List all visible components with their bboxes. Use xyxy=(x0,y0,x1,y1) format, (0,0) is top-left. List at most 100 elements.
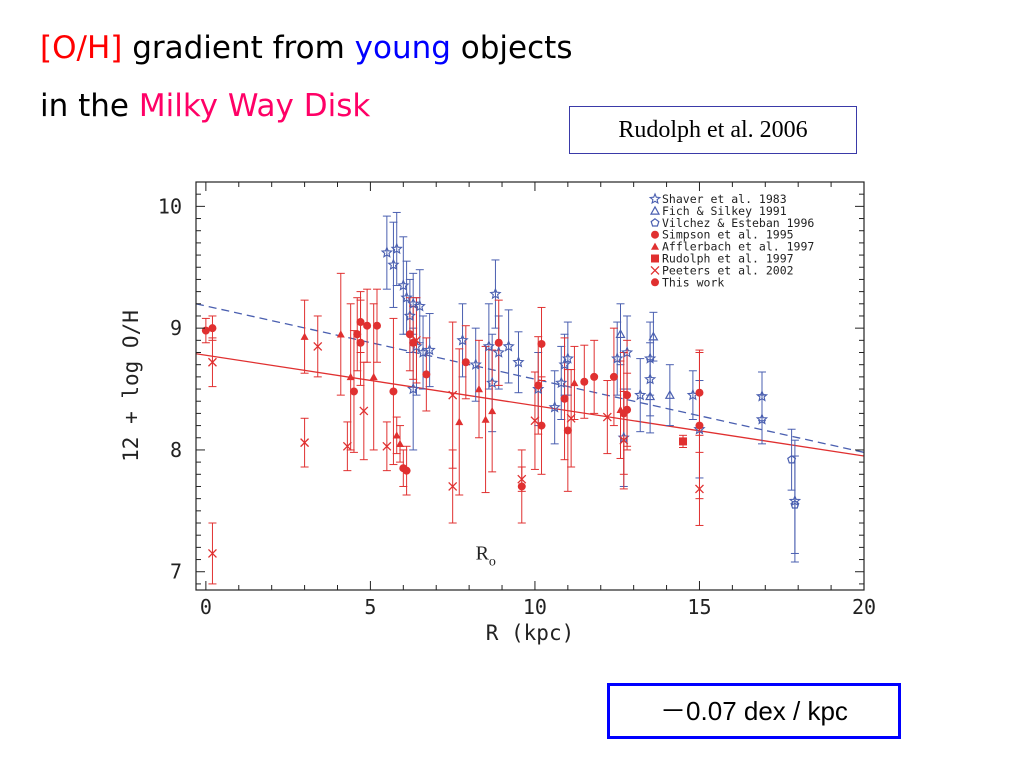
blue-data-point xyxy=(482,339,495,352)
slope-value-box: －0.07 dex / kpc xyxy=(607,683,901,739)
red-fit-line xyxy=(196,353,864,457)
blue-data-point xyxy=(502,339,515,352)
red-data-point xyxy=(402,466,411,475)
blue-data-point xyxy=(407,297,420,309)
red-data-point xyxy=(422,370,431,379)
red-data-point xyxy=(313,341,323,351)
blue-data-point xyxy=(634,388,647,401)
red-data-point xyxy=(494,338,503,347)
red-data-point xyxy=(560,394,569,403)
red-data-point xyxy=(412,335,421,345)
legend-marker xyxy=(651,242,659,250)
data-markers xyxy=(201,242,802,558)
red-data-point xyxy=(208,324,217,333)
red-data-point xyxy=(336,330,345,338)
legend-marker xyxy=(649,205,661,215)
red-data-point xyxy=(363,321,372,330)
red-data-point xyxy=(566,413,576,423)
title-milky-way-disk: Milky Way Disk xyxy=(138,88,371,124)
x-tick-label: 5 xyxy=(364,595,376,619)
red-data-point xyxy=(356,318,365,327)
title-objects: objects xyxy=(450,30,573,66)
red-data-point xyxy=(207,357,217,367)
x-tick-label: 10 xyxy=(523,595,547,619)
blue-data-point xyxy=(532,382,545,395)
blue-data-point xyxy=(620,346,634,358)
blue-data-point xyxy=(397,279,410,291)
x-tick-label: 20 xyxy=(852,595,876,619)
red-data-point xyxy=(461,358,470,367)
title-young: young xyxy=(354,30,451,66)
red-data-point xyxy=(679,437,688,446)
red-data-point xyxy=(353,330,362,339)
red-data-point xyxy=(602,412,612,422)
blue-data-point xyxy=(548,400,561,413)
title-in-the: in the xyxy=(40,88,139,124)
legend-label: Vilchez & Esteban 1996 xyxy=(662,216,814,230)
red-data-point xyxy=(389,387,398,396)
plot-frame xyxy=(195,181,865,591)
red-data-point xyxy=(623,405,632,414)
blue-data-point xyxy=(788,494,802,507)
red-data-point xyxy=(537,421,546,430)
red-data-point xyxy=(517,482,526,491)
red-data-point xyxy=(448,482,458,491)
red-data-point xyxy=(570,378,579,387)
x-tick-label: 0 xyxy=(200,595,212,619)
red-data-point xyxy=(537,339,546,348)
red-data-point xyxy=(342,441,352,451)
blue-data-point xyxy=(644,352,657,364)
red-data-point xyxy=(372,321,381,330)
x-axis-label: R (kpc) xyxy=(486,621,575,645)
y-tick-label: 9 xyxy=(170,316,182,340)
red-data-point xyxy=(382,441,392,451)
axis-ticks: 0 5 10 15 20 7 8 9 10 xyxy=(158,181,876,619)
legend-label: Simpson et al. 1995 xyxy=(662,228,794,242)
red-data-point xyxy=(481,415,490,423)
solar-radius-annotation: Ro xyxy=(476,543,496,570)
legend-marker xyxy=(648,192,662,205)
red-data-point xyxy=(346,372,355,381)
legend-marker xyxy=(650,218,660,227)
legend-label: Shaver et al. 1983 xyxy=(662,192,787,206)
blue-data-point xyxy=(469,358,482,370)
red-data-point xyxy=(609,372,618,381)
blue-data-point xyxy=(615,329,626,339)
legend-label: This work xyxy=(662,275,724,289)
blue-data-point xyxy=(416,346,430,358)
oh-gradient-chart: 0 5 10 15 20 7 8 9 10 R (kpc) 12 + log O/H Ro Sh… xyxy=(119,181,876,645)
red-data-point xyxy=(356,338,365,347)
red-data-point xyxy=(590,372,599,381)
blue-data-point xyxy=(489,287,502,300)
blue-data-point xyxy=(561,352,574,364)
red-data-point xyxy=(530,416,540,426)
blue-data-point xyxy=(486,376,499,389)
red-data-point xyxy=(623,391,632,400)
blue-data-point xyxy=(558,358,571,370)
red-data-point xyxy=(619,435,629,445)
blue-data-point xyxy=(390,242,403,255)
solar-radius-symbol: R xyxy=(476,543,490,565)
blue-data-point xyxy=(755,413,769,425)
red-data-point xyxy=(369,372,378,381)
blue-data-point xyxy=(492,346,505,358)
blue-data-point xyxy=(512,355,525,368)
blue-data-point xyxy=(645,391,656,401)
red-data-point xyxy=(474,385,483,393)
blue-data-point xyxy=(664,389,675,399)
legend-marker xyxy=(651,254,659,263)
blue-data-point xyxy=(693,422,706,435)
citation-box: Rudolph et al. 2006 xyxy=(569,106,857,154)
y-axis-label: 12 + log O/H xyxy=(119,310,143,462)
blue-data-point xyxy=(400,291,413,303)
blue-data-point xyxy=(403,309,416,322)
red-data-point xyxy=(300,332,309,340)
red-data-point xyxy=(488,406,497,415)
blue-data-point xyxy=(644,372,657,385)
y-tick-label: 7 xyxy=(170,560,182,584)
red-data-point xyxy=(396,439,405,448)
red-data-point xyxy=(563,426,572,435)
legend-label: Afflerbach et al. 1997 xyxy=(662,240,814,254)
red-data-point xyxy=(517,474,527,484)
